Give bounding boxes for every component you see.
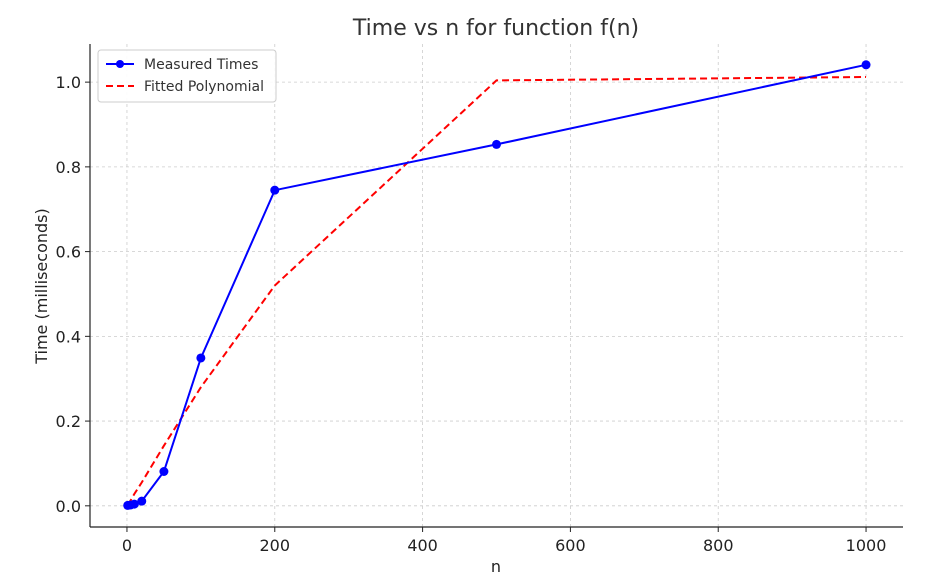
measured-times-point — [137, 496, 147, 506]
y-tick-label: 1.0 — [56, 73, 81, 92]
x-tick-label: 0 — [122, 536, 132, 555]
measured-times-point — [196, 353, 206, 363]
measured-times-point — [159, 466, 169, 476]
plot-area — [123, 60, 871, 510]
legend-marker-measured-times — [116, 60, 124, 68]
legend-label-measured-times: Measured Times — [144, 57, 258, 73]
x-axis-label: n — [491, 557, 501, 576]
y-tick-label: 0.8 — [56, 158, 81, 177]
fitted-polynomial-line — [126, 76, 867, 506]
measured-times-point — [129, 499, 139, 509]
legend-label-fitted-polynomial: Fitted Polynomial — [144, 79, 264, 95]
y-tick-label: 0.2 — [56, 412, 81, 431]
measured-times-point — [861, 60, 871, 70]
y-axis-label: Time (milliseconds) — [32, 208, 51, 365]
x-tick-label: 600 — [555, 536, 586, 555]
measured-times-point — [492, 139, 501, 149]
x-tick-label: 400 — [407, 536, 438, 555]
measured-times-point — [270, 185, 280, 195]
x-tick-label: 200 — [259, 536, 290, 555]
y-tick-label: 0.0 — [56, 497, 81, 516]
x-tick-label: 1000 — [846, 536, 887, 555]
chart-title: Time vs n for function f(n) — [352, 16, 639, 41]
grid — [90, 44, 903, 527]
axes: 0 200 400 600 800 1000 0.0 0.2 0.4 0.6 0.8 1.0 — [56, 44, 903, 555]
y-tick-label: 0.4 — [56, 327, 81, 346]
legend: Measured Times Fitted Polynomial — [97, 49, 277, 103]
x-tick-label: 800 — [703, 536, 734, 555]
y-tick-label: 0.6 — [56, 243, 81, 262]
legend-box — [97, 49, 277, 103]
measured-times-line — [127, 63, 867, 507]
